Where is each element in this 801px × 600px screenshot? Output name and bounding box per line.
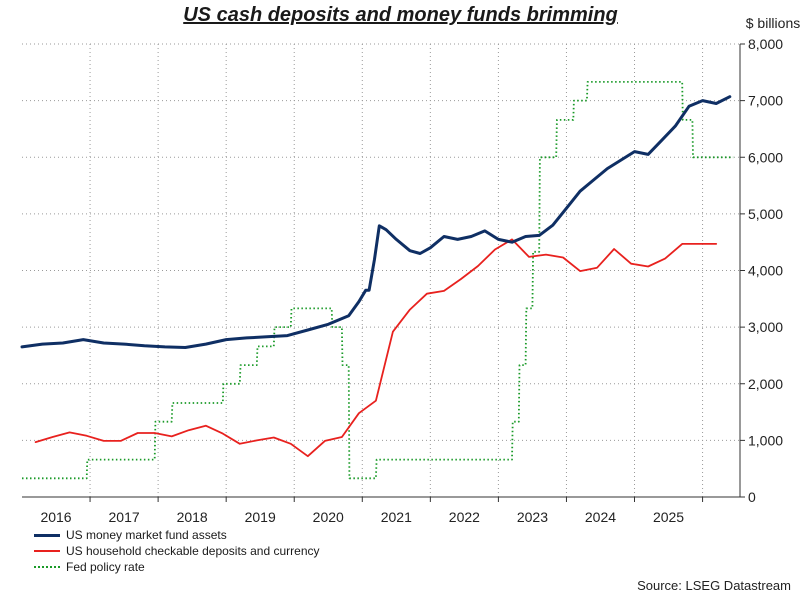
x-tick-label: 2022 [449,509,480,525]
y-tick-label: 6,000 [748,149,783,165]
axes [22,43,745,502]
chart-title: US cash deposits and money funds brimmin… [183,4,618,26]
y-tick-label: 7,000 [748,93,783,109]
series-lines [20,81,734,480]
y-tick-label: 1,000 [748,432,783,448]
y-tick-label: 3,000 [748,319,783,335]
legend-item: US money market fund assets [34,527,320,543]
source-note: Source: LSEG Datastream [637,578,791,593]
x-tick-label: 2025 [653,509,684,525]
legend: US money market fund assets US household… [34,527,320,575]
legend-label-fed-rate: Fed policy rate [66,560,145,574]
legend-swatch-mmf [34,533,60,537]
series-line-fed-policy-rate [22,81,734,480]
y-tick-label: 0 [748,489,756,505]
gridlines [22,43,740,497]
y-tick-label: 5,000 [748,206,783,222]
y-tick-label: 4,000 [748,263,783,279]
x-tick-label: 2019 [245,509,276,525]
y-tick-label: 2,000 [748,376,783,392]
x-tick-label: 2016 [40,509,71,525]
y-axis-labels: 0 1,000 2,000 3,000 4,000 5,000 6,000 7,000 8,00… [748,36,783,505]
x-tick-label: 2017 [109,509,140,525]
legend-item: Fed policy rate [34,559,320,575]
y-axis-unit-label: $ billions [746,15,800,31]
x-axis-labels: 2016 2017 2018 2019 2020 2021 2022 2023 2024 2025 [40,509,684,525]
legend-label-mmf: US money market fund assets [66,528,227,542]
series-line-money-market-funds [20,95,732,349]
legend-item: US household checkable deposits and curr… [34,543,320,559]
x-tick-label: 2023 [517,509,548,525]
x-tick-label: 2018 [177,509,208,525]
y-tick-label: 8,000 [748,36,783,52]
legend-swatch-fed-rate [34,566,60,568]
series-line-household-deposits [34,238,718,458]
legend-swatch-deposits [34,550,60,552]
x-tick-label: 2020 [313,509,344,525]
x-tick-label: 2024 [585,509,616,525]
x-tick-label: 2021 [381,509,412,525]
legend-label-deposits: US household checkable deposits and curr… [66,544,320,558]
